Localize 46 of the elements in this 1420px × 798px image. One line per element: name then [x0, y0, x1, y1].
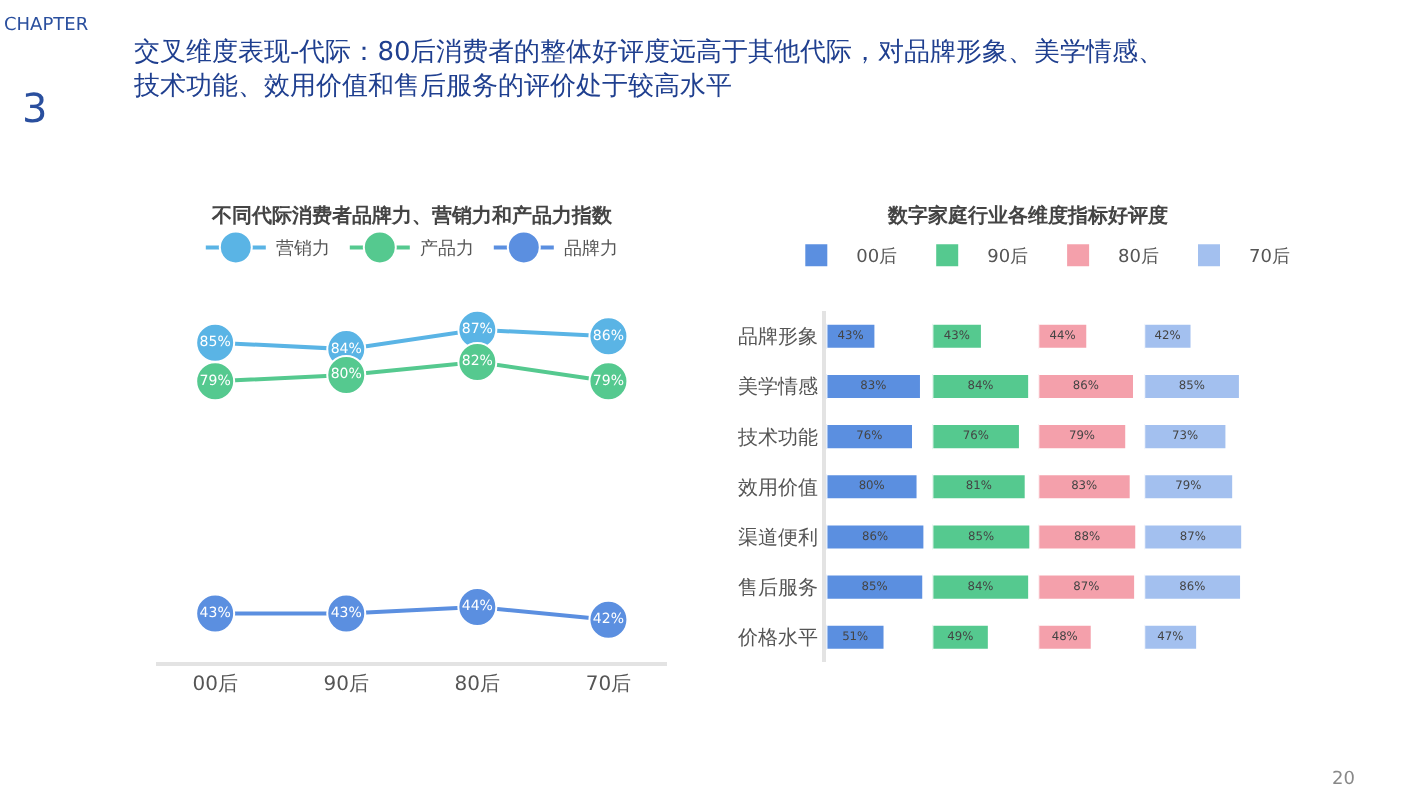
bar — [1144, 372, 1241, 400]
y-tick-label: 技术功能 — [736, 425, 819, 450]
legend-label: 产品力 — [419, 238, 474, 261]
y-tick-label: 渠道便利 — [738, 525, 819, 550]
text: 20 — [1332, 770, 1356, 790]
bar — [1038, 423, 1128, 451]
bar — [932, 523, 1032, 551]
legend-label: 00后 — [856, 246, 898, 269]
legend-label: 80后 — [1118, 246, 1160, 269]
bar — [1144, 473, 1235, 501]
y-tick-label: 品牌形象 — [738, 325, 819, 350]
text: 数字家庭行业各维度指标好评度 — [886, 204, 1168, 228]
bar — [932, 423, 1021, 451]
bar — [932, 473, 1027, 501]
x-tick-label: 70后 — [585, 672, 632, 697]
bar — [826, 423, 914, 451]
bar — [1144, 523, 1244, 551]
text: 3 — [22, 84, 48, 132]
bar — [826, 623, 886, 651]
y-tick-label: 效用价值 — [738, 475, 819, 500]
bar — [1144, 573, 1243, 601]
chart-title: 不同代际消费者品牌力、营销力和产品力指数 — [210, 204, 614, 228]
bar — [932, 623, 990, 651]
bar — [1038, 473, 1132, 501]
legend-label: 70后 — [1249, 246, 1290, 269]
text: CHAPTER — [4, 16, 89, 36]
x-tick-label: 80后 — [454, 672, 501, 697]
legend-label: 营销力 — [275, 238, 330, 261]
legend-label: 90后 — [987, 246, 1029, 269]
x-tick-label: 00后 — [192, 672, 238, 697]
legend-label: 品牌力 — [563, 238, 618, 261]
bar — [1144, 423, 1228, 451]
bar — [1038, 523, 1138, 551]
bar — [1038, 573, 1137, 601]
y-tick-label: 美学情感 — [738, 375, 819, 400]
bar — [826, 573, 925, 601]
bar — [1038, 372, 1136, 400]
y-tick-label: 价格水平 — [736, 626, 819, 651]
y-tick-label: 售后服务 — [738, 576, 819, 601]
bar — [826, 523, 926, 551]
text: 交叉维度表现-代际：80后消费者的整体好评度远高于其他代际，对品牌形象、美学情感、技术功能、效用价值和售后服务的评价处于较高水平 — [132, 36, 1165, 102]
bar — [932, 372, 1031, 400]
bar — [826, 372, 922, 400]
x-tick-label: 90后 — [323, 672, 369, 697]
bar — [826, 473, 919, 501]
bar — [932, 573, 1031, 601]
